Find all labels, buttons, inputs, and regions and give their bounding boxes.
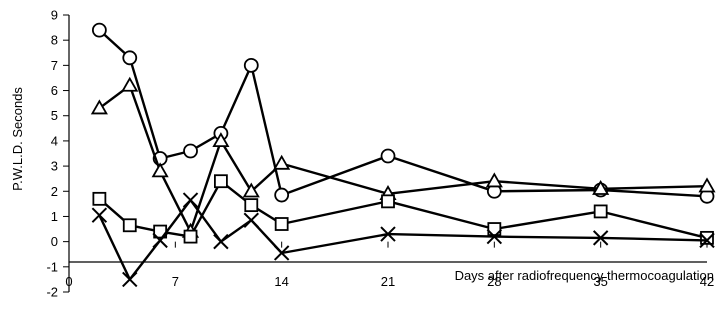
data-point-x (699, 232, 715, 249)
y-tick-label: 2 (51, 184, 58, 199)
x-axis-title: Days after radiofrequency thermocoagulat… (455, 268, 714, 283)
data-point-circle (380, 148, 396, 164)
data-point-x (213, 233, 229, 250)
data-point-square (244, 198, 259, 213)
y-axis: -2 -1 0 1 2 3 4 5 6 7 8 9 (46, 8, 70, 300)
data-point-square (381, 194, 395, 209)
data-point-circle (183, 143, 198, 159)
data-point-x (486, 228, 503, 245)
data-point-circle (122, 50, 138, 66)
data-point-x (592, 230, 609, 246)
y-tick-label: 5 (51, 108, 58, 123)
data-point-triangle (698, 177, 716, 193)
data-point-x (182, 192, 199, 208)
data-point-x (122, 271, 138, 288)
data-point-x (243, 212, 259, 228)
series-circle (91, 22, 715, 204)
data-point-circle (274, 187, 290, 203)
data-point-square (274, 217, 289, 231)
data-point-square (700, 230, 714, 245)
data-point-x (91, 207, 108, 223)
data-point-square (214, 174, 228, 189)
y-tick-label: 8 (51, 33, 58, 48)
series-triangle (90, 76, 716, 238)
x-tick-label: 42 (700, 274, 714, 289)
data-point-triangle (592, 179, 610, 195)
data-point-triangle (90, 99, 108, 115)
y-tick-label: 4 (51, 133, 58, 148)
data-point-circle (91, 22, 107, 38)
series-layer (90, 22, 716, 288)
y-tick-label: 3 (51, 159, 58, 174)
data-point-square (487, 222, 502, 236)
data-point-triangle (121, 76, 139, 92)
data-point-square (92, 191, 107, 206)
data-point-triangle (273, 154, 291, 170)
x-tick-label: 35 (593, 274, 607, 289)
y-tick-label: 7 (51, 58, 58, 73)
series-triangle-line (98, 84, 708, 233)
data-point-x (152, 232, 168, 249)
data-point-square (593, 204, 608, 219)
series-square (92, 174, 714, 245)
x-tick-label: 0 (65, 274, 72, 289)
series-x (91, 192, 715, 288)
data-point-square (122, 218, 137, 233)
data-point-x (273, 245, 290, 261)
y-tick-label: 1 (51, 209, 58, 224)
data-point-triangle (151, 162, 169, 178)
x-axis: 0 7 14 21 28 35 42 (65, 241, 714, 289)
x-tick-label: 7 (172, 274, 179, 289)
y-tick-label: 9 (51, 8, 58, 23)
y-tick-label: -1 (46, 259, 58, 274)
data-point-triangle (242, 182, 260, 198)
x-tick-label: 21 (381, 274, 395, 289)
x-tick-label: 14 (274, 274, 288, 289)
data-point-triangle (212, 132, 230, 148)
y-tick-label: 6 (51, 83, 58, 98)
y-axis-title: P.W.L.D. Seconds (10, 87, 25, 191)
series-circle-line (98, 29, 708, 198)
data-point-x (380, 226, 396, 242)
data-point-triangle (485, 172, 503, 188)
y-tick-label: 0 (51, 234, 58, 249)
x-tick-label: 28 (487, 274, 501, 289)
y-tick-label: -2 (46, 285, 58, 300)
data-point-square (183, 229, 198, 244)
data-point-circle (243, 57, 259, 73)
